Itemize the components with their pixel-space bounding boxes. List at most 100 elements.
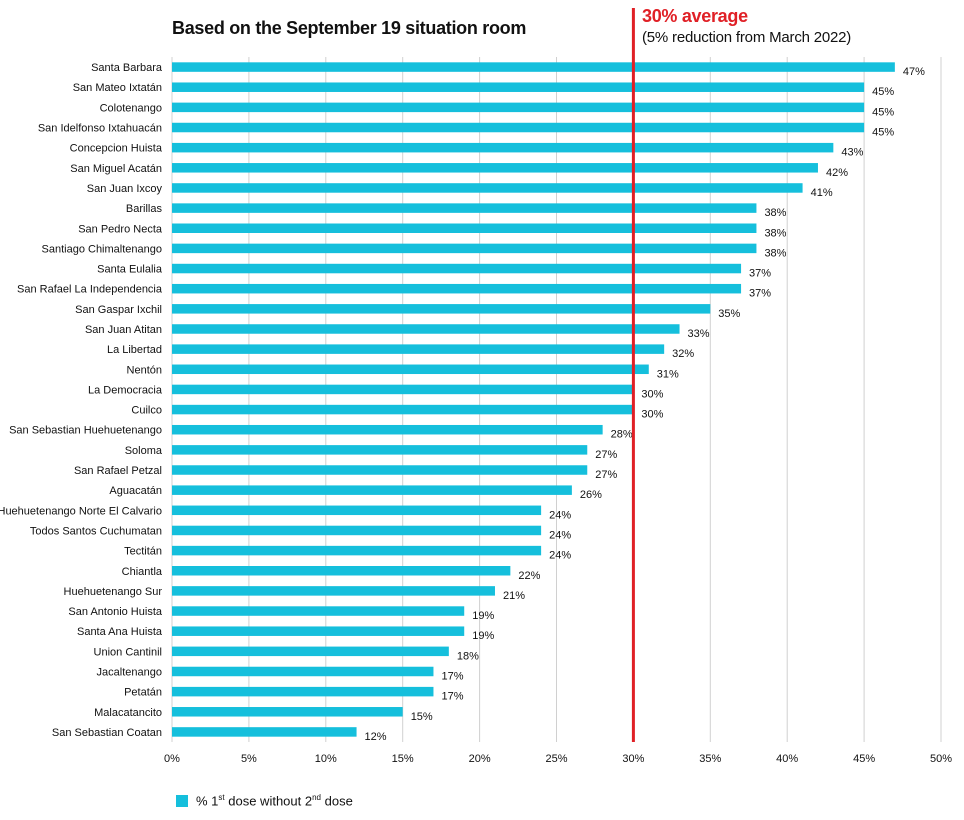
bar: [172, 445, 588, 455]
data-label: 24%: [549, 550, 571, 562]
data-label: 18%: [457, 650, 479, 662]
data-label: 45%: [872, 106, 894, 118]
data-label: 22%: [518, 570, 540, 582]
category-label: San Juan Ixcoy: [87, 183, 163, 195]
x-tick-label: 30%: [622, 753, 644, 765]
bar: [172, 142, 834, 153]
category-label: Santiago Chimaltenango: [42, 243, 162, 255]
x-tick-label: 40%: [776, 753, 798, 765]
data-label: 37%: [749, 268, 771, 280]
category-label: Barillas: [126, 203, 163, 215]
bar: [172, 525, 542, 536]
category-label: Santa Barbara: [91, 62, 163, 74]
bar: [172, 707, 403, 717]
bar-chart: 0% 5% 10% 15% 20% 25% 30% 35% 40% 45% 50% Santa Bar…: [0, 8, 952, 765]
bar: [172, 344, 665, 354]
x-tick-label: 15%: [392, 753, 414, 765]
data-label: 21%: [503, 590, 525, 602]
category-label: Petatán: [124, 687, 162, 699]
data-label: 28%: [611, 429, 633, 441]
category-label: Santa Ana Huista: [77, 626, 163, 638]
data-label: 30%: [641, 409, 663, 421]
bar: [172, 686, 434, 697]
bar: [172, 545, 542, 556]
data-label: 31%: [657, 368, 679, 380]
category-label: Huehuetenango Norte El Calvario: [0, 505, 162, 517]
data-label: 15%: [411, 711, 433, 723]
category-label: La Democracia: [88, 384, 163, 396]
bar: [172, 626, 465, 636]
category-label: Nentón: [127, 364, 162, 376]
category-label: San Sebastian Huehuetenango: [9, 425, 162, 437]
bar: [172, 223, 757, 233]
data-label: 24%: [549, 509, 571, 521]
category-label: Colotenango: [100, 102, 162, 114]
data-label: 45%: [872, 86, 894, 98]
category-label: San Rafael Petzal: [74, 465, 162, 477]
data-label: 41%: [811, 187, 833, 199]
x-tick-label: 45%: [853, 753, 875, 765]
data-label: 19%: [472, 630, 494, 642]
bar: [172, 404, 634, 415]
category-label: Tectitán: [124, 546, 162, 558]
bar: [172, 505, 542, 516]
data-label: 27%: [595, 469, 617, 481]
data-label: 24%: [549, 529, 571, 541]
data-label: 45%: [872, 127, 894, 139]
category-label: Jacaltenango: [97, 666, 162, 678]
x-tick-label: 5%: [241, 753, 257, 765]
data-label: 35%: [718, 308, 740, 320]
bar: [172, 566, 511, 576]
x-tick-label: 20%: [469, 753, 491, 765]
bar: [172, 263, 742, 274]
bar: [172, 384, 634, 395]
bar: [172, 62, 895, 72]
bar: [172, 283, 742, 294]
category-label: Malacatancito: [94, 707, 162, 719]
data-label: 26%: [580, 489, 602, 501]
x-tick-label: 25%: [545, 753, 567, 765]
average-annotation-subtitle: (5% reduction from March 2022): [642, 29, 852, 46]
category-label: San Miguel Acatán: [70, 163, 162, 175]
x-tick-label: 50%: [930, 753, 952, 765]
x-tick-label: 10%: [315, 753, 337, 765]
bar: [172, 82, 865, 92]
data-label: 38%: [764, 227, 786, 239]
bar: [172, 606, 465, 616]
data-label: 12%: [365, 731, 387, 743]
category-label: Soloma: [125, 445, 163, 457]
x-tick-label: 35%: [699, 753, 721, 765]
bar: [172, 243, 757, 254]
data-label: 17%: [441, 691, 463, 703]
category-label: Huehuetenango Sur: [64, 586, 163, 598]
category-label: San Pedro Necta: [78, 223, 163, 235]
category-label: San Sebastian Coatan: [52, 727, 162, 739]
data-label: 38%: [764, 247, 786, 259]
bar: [172, 646, 449, 657]
category-label: Concepcion Huista: [70, 143, 163, 155]
bar: [172, 183, 803, 193]
category-label: San Mateo Ixtatán: [73, 82, 162, 94]
bar: [172, 324, 680, 334]
category-label: Todos Santos Cuchumatan: [30, 525, 162, 537]
bar: [172, 364, 649, 375]
data-label: 30%: [641, 388, 663, 400]
category-label: San Antonio Huista: [68, 606, 162, 618]
data-label: 17%: [441, 670, 463, 682]
category-label: Aguacatán: [109, 485, 162, 497]
x-tick-label: 0%: [164, 753, 180, 765]
category-label: San Rafael La Independencia: [17, 284, 163, 296]
category-label: Cuilco: [131, 405, 162, 417]
chart-title: Based on the September 19 situation room: [172, 18, 527, 38]
bar: [172, 122, 865, 133]
bar: [172, 203, 757, 213]
legend-swatch: [176, 794, 188, 807]
category-label: San Gaspar Ixchil: [75, 304, 162, 316]
bar: [172, 727, 357, 737]
category-label: San Juan Atitan: [85, 324, 162, 336]
data-label: 47%: [903, 66, 925, 78]
data-label: 38%: [764, 207, 786, 219]
bar: [172, 586, 495, 596]
data-label: 42%: [826, 167, 848, 179]
average-annotation-title: 30% average: [642, 6, 748, 26]
